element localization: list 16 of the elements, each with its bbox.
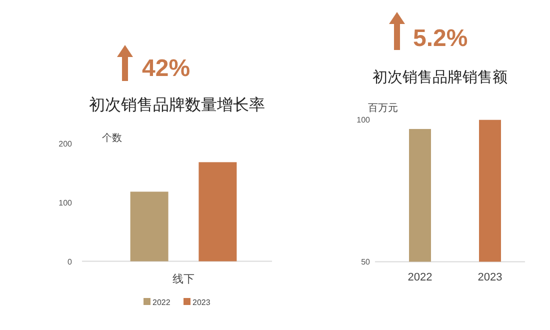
x-tick-label: 2023 <box>478 272 502 284</box>
y-axis-title: 百万元 <box>368 103 398 114</box>
y-axis-title: 个数 <box>102 132 122 144</box>
chart-title: 初次销售品牌销售额 <box>372 69 508 86</box>
y-tick-label: 200 <box>58 139 73 148</box>
y-tick-label: 100 <box>356 115 371 124</box>
text: 5.2% <box>413 25 468 52</box>
chart-title: 初次销售品牌数量增长率 <box>89 96 265 114</box>
text: 42% <box>142 55 190 82</box>
y-tick-label: 100 <box>58 198 73 208</box>
legend-label: 2023 <box>192 298 211 307</box>
x-tick-label: 线下 <box>172 272 194 286</box>
legend-label: 2022 <box>152 298 171 307</box>
x-tick-label: 2022 <box>408 272 432 284</box>
y-tick-label: 50 <box>361 258 371 267</box>
y-tick-label: 0 <box>68 257 73 266</box>
